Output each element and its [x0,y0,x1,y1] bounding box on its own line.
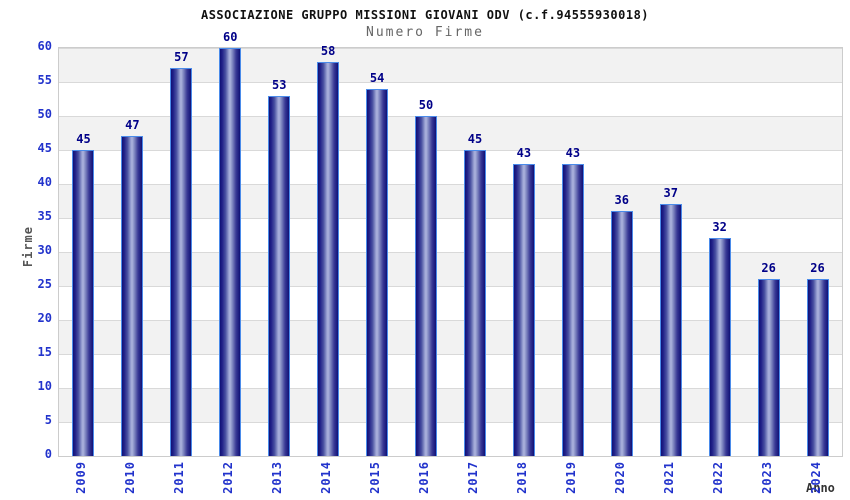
x-tick-label: 2011 [172,461,187,494]
bar-value-label: 45 [467,132,483,146]
bar-2012 [219,48,242,456]
bar-2024 [806,279,829,456]
chart-title: ASSOCIAZIONE GRUPPO MISSIONI GIOVANI ODV… [200,8,650,22]
chart-subtitle: Numero Firme [366,25,484,40]
x-tick-label: 2017 [465,461,480,494]
bar-2018 [512,163,535,456]
bar-value-label: 53 [271,77,287,92]
y-tick-label: 30 [37,243,52,257]
bar-2014 [317,61,340,456]
bar-value-label: 43 [516,145,532,160]
bar-value-label: 60 [223,30,238,44]
x-tick-label: 2012 [221,461,236,494]
y-tick-label: 0 [44,447,52,461]
bar-2011 [170,68,193,456]
bar-2019 [561,163,584,456]
y-tick-label: 45 [37,141,52,155]
x-tick-label: 2021 [661,461,676,494]
bar-2017 [463,150,486,456]
x-tick-label: 2010 [123,461,138,494]
y-tick-label: 55 [37,73,52,87]
x-tick-label: 2023 [759,461,774,494]
bar-value-label: 54 [369,70,385,85]
bar-value-label: 45 [76,132,91,146]
bar-value-label: 32 [712,220,727,235]
bar-2023 [757,279,780,456]
x-tick-label: 2014 [319,461,334,494]
bar-value-label: 47 [125,118,140,133]
plot-area: 45 47 57 60 53 58 54 50 45 43 43 36 37 32 26 26 [58,30,843,457]
bar-value-label: 26 [761,261,776,276]
x-tick-label: 2024 [808,461,823,494]
x-tick-label: 2009 [74,461,89,494]
bar-2013 [268,95,291,456]
x-tick-label: 2022 [710,461,725,494]
bar-2009 [72,150,95,456]
bar-value-label: 37 [663,186,678,201]
y-tick-label: 20 [37,311,52,325]
bar-value-label: 58 [320,43,336,58]
bar-value-label: 26 [810,261,825,276]
y-tick-label: 40 [37,175,52,189]
bar-2010 [121,136,144,456]
y-tick-label: 60 [37,39,52,53]
x-tick-label: 2018 [514,461,529,494]
y-tick-label: 15 [37,345,52,359]
bar-2016 [415,116,438,456]
x-tick-label: 2019 [563,461,578,494]
y-tick-label: 5 [44,413,52,427]
bar-2020 [610,211,633,456]
x-axis-title: Anno [806,481,835,495]
x-tick-label: 2015 [368,461,383,494]
bar-2021 [659,204,682,456]
bar-2022 [708,238,731,456]
bar-value-label: 57 [174,50,189,65]
y-tick-label: 35 [37,209,52,223]
x-tick-label: 2013 [270,461,285,494]
x-tick-label: 2020 [612,461,627,494]
bar-2015 [366,88,389,456]
y-tick-label: 25 [37,277,52,291]
y-tick-label: 10 [37,379,52,393]
bar-value-label: 50 [418,98,434,112]
y-tick-label: 50 [37,107,52,121]
x-tick-label: 2016 [417,461,432,494]
bar-value-label: 43 [565,145,581,160]
bar-value-label: 36 [614,193,629,208]
